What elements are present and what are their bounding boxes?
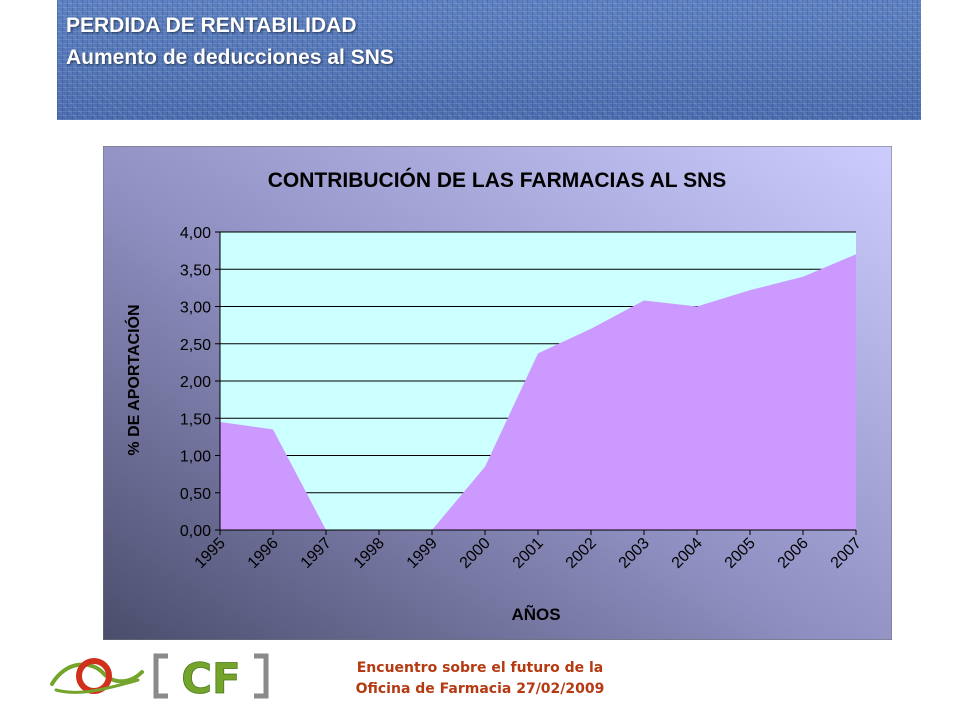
slide-title: PERDIDA DE RENTABILIDAD: [66, 14, 357, 37]
y-axis-label: % DE APORTACIÓN: [124, 304, 143, 455]
logo-text: CF: [181, 654, 241, 702]
y-tick-label: 1,00: [180, 449, 211, 466]
logo-swoosh: [50, 662, 144, 686]
area-series: [220, 254, 856, 531]
header-banner: [57, 0, 921, 120]
logo-swoosh-lower: [54, 678, 140, 694]
y-tick-label: 3,00: [180, 300, 211, 317]
logo-right-bracket: [254, 653, 269, 699]
chart-title: CONTRIBUCIÓN DE LAS FARMACIAS AL SNS: [268, 168, 727, 192]
y-tick-label: 4,00: [180, 225, 211, 242]
footer-caption: Encuentro sobre el futuro de la Oficina …: [300, 658, 660, 700]
y-tick-label: 0,00: [180, 523, 211, 540]
y-tick-label: 2,00: [180, 374, 211, 391]
y-tick-label: 0,50: [180, 486, 211, 503]
plot-area: 0,000,501,001,502,002,503,003,504,001995…: [180, 225, 865, 572]
y-tick-label: 3,50: [180, 262, 211, 279]
slide-subtitle: Aumento de deducciones al SNS: [66, 46, 394, 69]
footer-line-1: Encuentro sobre el futuro de la: [356, 660, 604, 676]
y-tick-label: 2,50: [180, 337, 211, 354]
logo-left-bracket: [153, 653, 168, 699]
cf-logo: CF: [48, 650, 270, 703]
chart: CONTRIBUCIÓN DE LAS FARMACIAS AL SNS 0,0…: [103, 146, 892, 640]
y-tick-label: 1,50: [180, 411, 211, 428]
footer-line-2: Oficina de Farmacia 27/02/2009: [355, 681, 605, 697]
x-axis-label: AÑOS: [511, 604, 560, 624]
